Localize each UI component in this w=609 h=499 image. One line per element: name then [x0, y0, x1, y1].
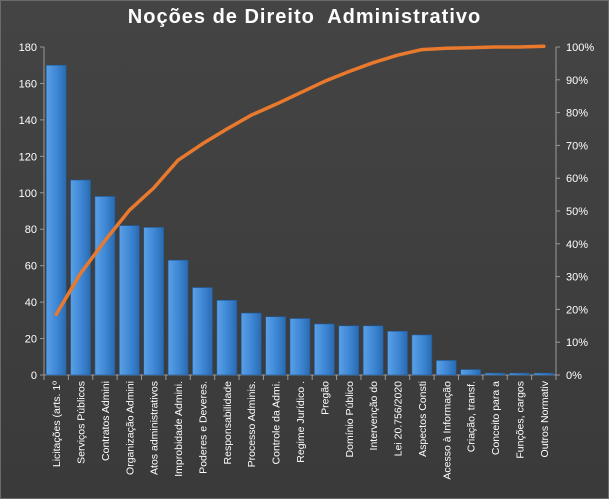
- x-tick-label: Acesso à Informação: [441, 381, 453, 480]
- y2-tick-label: 40%: [566, 239, 588, 251]
- bar: [533, 372, 555, 376]
- bars-group: [45, 64, 555, 376]
- y-tick-label: 120: [19, 151, 37, 163]
- x-tick-label: Organização Admini: [124, 381, 136, 475]
- y-tick-label: 140: [19, 115, 37, 127]
- y-tick-label: 80: [25, 224, 37, 236]
- bar: [314, 323, 335, 376]
- y2-tick-label: 80%: [566, 108, 588, 120]
- y-tick-label: 160: [19, 78, 37, 90]
- bar: [143, 227, 165, 376]
- y-tick-label: 100: [19, 188, 37, 200]
- x-tick-label: Improbidade Admini.: [173, 381, 185, 477]
- x-tick-label: Funções, cargos: [514, 381, 526, 459]
- y2-tick-label: 20%: [566, 304, 588, 316]
- y2-tick-label: 90%: [566, 75, 588, 87]
- bar: [289, 318, 311, 376]
- x-tick-label: Conceito para a: [490, 381, 502, 455]
- chart-title: Noções de Direito Administrativo: [127, 6, 482, 28]
- y-tick-label: 180: [19, 42, 37, 54]
- y2-tick-label: 70%: [566, 140, 588, 152]
- y2-tick-label: 0%: [566, 370, 582, 382]
- bar: [216, 299, 238, 376]
- bar: [387, 330, 408, 376]
- y-tick-label: 0: [31, 370, 37, 382]
- y-tick-label: 60: [25, 261, 37, 273]
- y2-tick-label: 10%: [566, 337, 588, 349]
- cumulative-line-group: [54, 44, 546, 317]
- y2-tick-label: 50%: [566, 206, 588, 218]
- bar: [484, 372, 506, 376]
- x-tick-label: Licitações (arts. 1º: [51, 381, 63, 467]
- bar: [362, 325, 384, 376]
- y-tick-label: 20: [25, 334, 37, 346]
- x-tick-label: Contratos Admini: [100, 381, 112, 461]
- bar: [265, 316, 286, 376]
- y-tick-label: 40: [25, 297, 37, 309]
- x-tick-label: Domínio Público: [344, 381, 356, 458]
- bar: [411, 334, 433, 376]
- bar: [70, 179, 91, 376]
- bar: [460, 369, 481, 376]
- x-tick-label: Criação, transf.: [466, 381, 478, 452]
- bar: [338, 325, 360, 376]
- bar: [45, 64, 67, 376]
- bar: [167, 259, 189, 376]
- x-tick-label: Regime Jurídico .: [295, 381, 307, 463]
- x-tick-label: Processo Adminis.: [246, 381, 258, 467]
- y2-tick-label: 100%: [566, 42, 594, 54]
- bar: [94, 196, 116, 376]
- x-tick-label: Outros Normativ: [539, 380, 551, 457]
- x-tick-label: Controle da Admi.: [271, 381, 283, 464]
- x-tick-label: Lei 20.756/2020: [393, 381, 405, 456]
- bar: [509, 372, 530, 376]
- x-tick-label: Atos administrativos: [149, 381, 161, 475]
- x-tick-label: Poderes e Deveres.: [197, 381, 209, 474]
- x-tick-label: Aspectos Consti: [417, 381, 429, 457]
- x-tick-label: Pregão: [319, 381, 331, 415]
- x-tick-label: Responsabilidade: [222, 381, 234, 465]
- y2-tick-label: 30%: [566, 272, 588, 284]
- bar: [192, 287, 213, 376]
- bar: [119, 225, 140, 376]
- labels-group: 0 20 40 60 80 100 120 140 160 180 0% 10% 20% 30% 40% 50…: [19, 42, 595, 480]
- x-tick-label: Intervenção do: [368, 381, 380, 451]
- bar: [240, 312, 262, 376]
- x-tick-label: Serviços Públicos: [76, 381, 88, 464]
- bar: [435, 360, 457, 376]
- y2-tick-label: 60%: [566, 173, 588, 185]
- cumulative-line: [54, 44, 546, 317]
